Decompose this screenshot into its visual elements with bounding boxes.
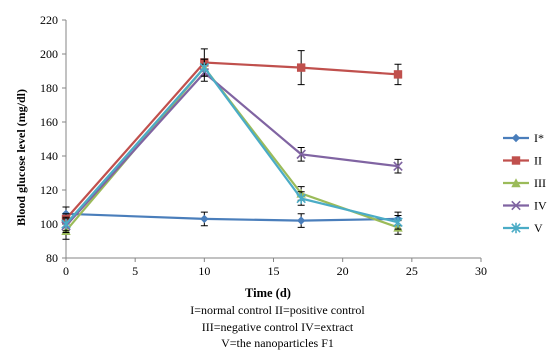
y-tick-label: 220	[40, 13, 58, 27]
caption-line-3: V=the nanoparticles F1	[221, 336, 334, 350]
legend-item: I*	[503, 131, 544, 145]
data-point	[296, 149, 306, 160]
x-tick-label: 10	[198, 264, 210, 278]
y-tick-label: 200	[40, 47, 58, 61]
legend-label: II	[534, 154, 542, 168]
data-point	[511, 133, 521, 143]
data-point	[393, 70, 403, 79]
series-5	[61, 58, 403, 232]
data-point	[393, 217, 403, 228]
x-tick-label: 15	[268, 264, 280, 278]
series-line	[65, 212, 399, 222]
series-2	[61, 48, 403, 225]
legend-label: III	[534, 176, 546, 190]
data-point	[296, 63, 306, 72]
y-tick-label: 180	[40, 81, 58, 95]
data-point	[511, 222, 521, 234]
y-tick-label: 100	[40, 217, 58, 231]
data-point	[393, 161, 403, 171]
x-tick-label: 30	[475, 264, 487, 278]
x-tick-label: 20	[337, 264, 349, 278]
legend-label: IV	[534, 199, 547, 213]
y-axis-title: Blood glucose level (mg/dl)	[13, 89, 28, 226]
data-point	[296, 216, 306, 225]
x-axis-title: Time (d)	[245, 286, 291, 300]
data-point	[61, 218, 71, 230]
x-tick-label: 25	[406, 264, 418, 278]
y-axis-title-container: Blood glucose level (mg/dl)	[12, 70, 30, 245]
data-point	[200, 214, 209, 224]
y-tick-label: 160	[40, 115, 58, 129]
series-4	[61, 63, 403, 233]
series-line	[65, 65, 399, 232]
data-point	[511, 200, 521, 211]
series-line	[65, 61, 399, 220]
y-tick-label: 80	[46, 251, 58, 265]
legend-label: V	[534, 221, 543, 235]
caption-line-1: I=normal control II=positive control	[190, 303, 365, 317]
x-tick-label: 5	[132, 264, 138, 278]
data-point	[511, 156, 521, 165]
y-tick-label: 120	[40, 183, 58, 197]
series-line	[65, 71, 399, 227]
legend-label: I*	[534, 131, 544, 145]
series-line	[65, 65, 399, 225]
caption-line-2: III=negative control IV=extract	[201, 320, 354, 334]
data-point	[296, 193, 306, 204]
legend-item: IV	[503, 199, 547, 213]
y-tick-label: 140	[40, 149, 58, 163]
x-tick-label: 0	[63, 264, 69, 278]
legend-item: V	[503, 221, 543, 235]
legend-item: II	[503, 154, 542, 168]
data-point	[511, 178, 521, 188]
legend-item: III	[503, 176, 546, 190]
series-3	[61, 58, 403, 240]
data-point	[199, 62, 210, 73]
